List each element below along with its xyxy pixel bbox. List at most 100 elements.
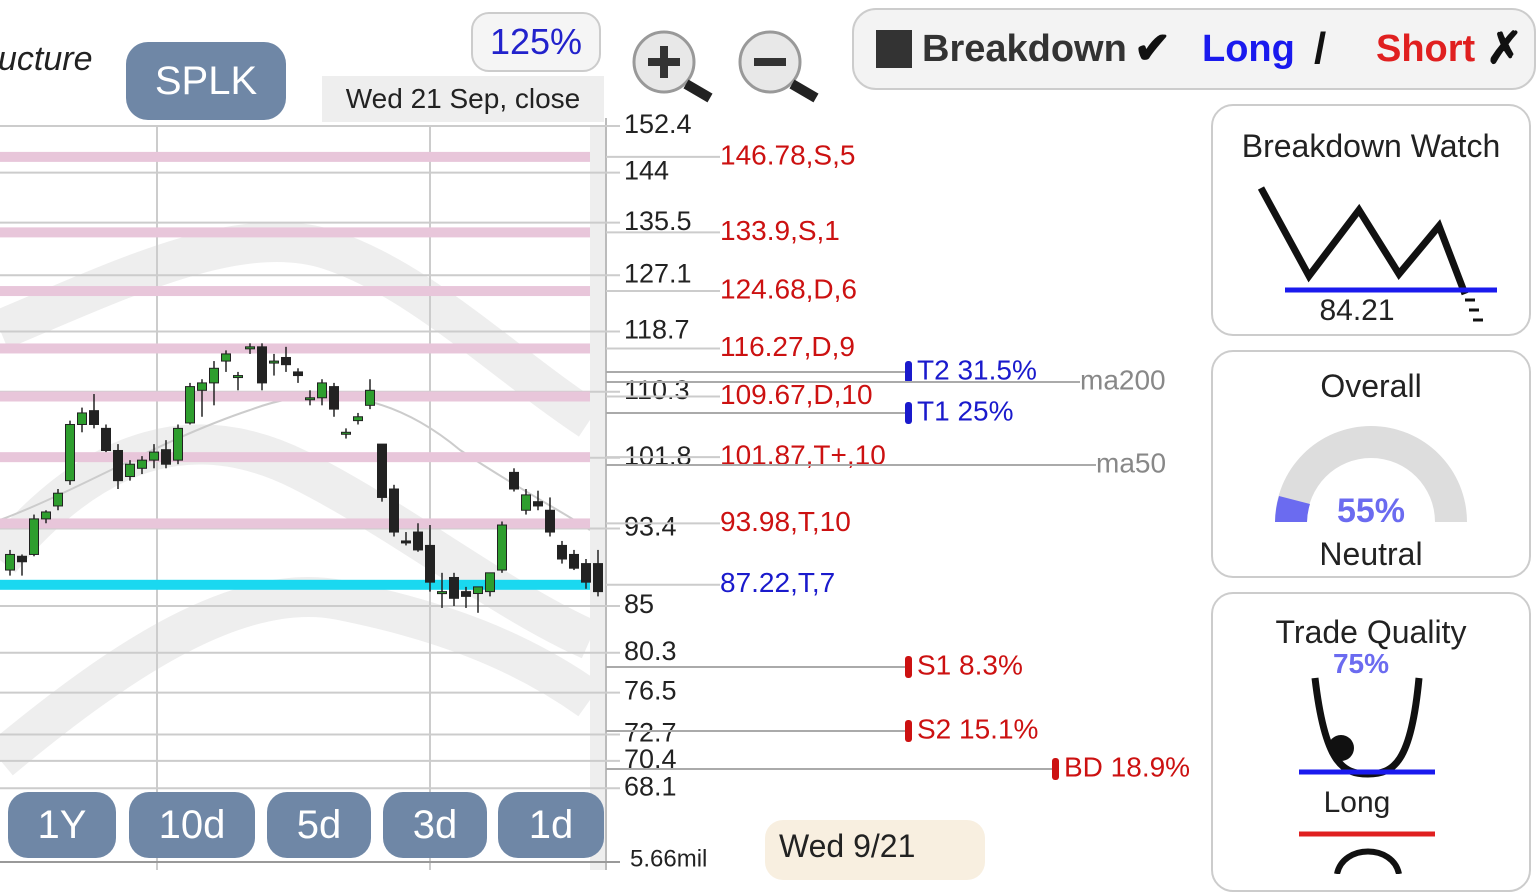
candle-body [569,553,579,569]
menu-icon[interactable] [876,30,912,68]
candle-body [509,471,519,490]
zoom-out[interactable] [738,30,819,103]
candle-body [161,449,171,465]
candle-body [65,423,75,482]
candle-body [257,346,267,384]
panel-title: Overall [1320,368,1422,404]
zoom-in[interactable] [632,30,713,103]
overall-panel[interactable]: Overall 55% Neutral [1211,350,1531,578]
overall-score: 55% [1336,492,1406,530]
candle-body [485,572,495,593]
candle-body [17,555,27,563]
candle-body [581,563,591,583]
candle-body [281,356,291,366]
page: 152.4 144 135.5 127.1 118.7 110.3 101.8 93.4 85 8… [0,8,1536,892]
breakdown-watch-panel[interactable]: Breakdown Watch 84.21 [1211,104,1531,336]
candle-body [197,382,207,391]
target-label: T1 25% [917,395,1014,426]
y-tick-label: 101.8 [624,441,692,471]
panel-title: Trade Quality [1275,614,1467,650]
candle-body [329,386,339,410]
range-button[interactable]: 1d [498,792,604,858]
band [0,222,602,437]
candle-body [5,553,15,571]
y-tick-label: 127.1 [624,258,692,288]
candle-body [425,544,435,583]
x-icon: ✗ [1486,24,1523,73]
target-marker [1052,758,1059,780]
candle-body [233,375,243,379]
range-button[interactable]: 3d [383,792,487,858]
slash-icon: / [1314,24,1327,73]
range-button[interactable]: 10d [129,792,255,858]
long-toggle[interactable]: Long [1202,28,1295,70]
candle-body [53,492,63,507]
level-label: 87.22,T,7 [720,567,835,598]
y-tick-label: 152.4 [624,109,692,139]
candle-body [593,563,603,593]
candle-body [89,410,99,425]
target-marker [905,361,912,383]
level-label: 146.78,S,5 [720,139,855,170]
target-label: S2 15.1% [917,713,1038,744]
trade-quality-score: 75% [1332,648,1390,679]
y-tick-label: 76.5 [624,676,677,706]
candle-body [401,540,411,544]
candle-body [173,427,183,461]
candle-body [269,360,279,364]
candle-body [77,412,87,425]
y-tick-label: 72.7 [624,718,677,748]
target-label: T2 31.5% [917,354,1037,385]
candle-body [533,501,543,507]
range-button[interactable]: 5d [267,792,371,858]
y-tick-label: 144 [624,156,669,186]
level-label: 109.67,D,10 [720,379,873,410]
candle-body [365,389,375,406]
date-label: Wed 21 Sep, close [322,76,604,122]
volume-label: 5.66mil [630,845,707,870]
candle-body [353,416,363,422]
price-chart: 152.4 144 135.5 127.1 118.7 110.3 101.8 93.4 85 8… [0,109,1190,870]
candle-body [521,494,531,511]
toolbar: Breakdown ✔ Long / Short ✗ [852,8,1536,90]
zoom-level[interactable]: 125% [471,12,601,72]
y-tick-label: 80.3 [624,636,677,666]
pattern-icon [1257,186,1497,322]
y-tick-label: 85 [624,589,654,619]
candle-body [437,591,447,595]
candle-body [185,386,195,424]
ma-label: ma50 [1096,447,1166,478]
symbol-button[interactable]: SPLK [126,42,286,120]
background-bands [0,222,602,776]
target-label: BD 18.9% [1064,751,1190,782]
breakdown-toggle[interactable]: Breakdown [922,28,1127,70]
candle-body [221,353,231,362]
candle-body [149,451,159,461]
candle-body [461,591,471,597]
range-button[interactable]: 1Y [8,792,116,858]
candle-body [413,531,423,551]
candle-body [245,346,255,350]
level-band [0,452,590,463]
ma-label: ma200 [1080,364,1166,395]
check-icon: ✔ [1134,24,1171,73]
candle-body [377,443,387,498]
level-label: 133.9,S,1 [720,215,840,246]
target-marker [905,402,912,424]
candle-body [473,586,483,595]
short-toggle[interactable]: Short [1376,28,1476,70]
level-band [0,518,590,529]
y-tick-label: 118.7 [624,315,690,345]
scroll-strip [590,126,606,870]
candle-body [389,488,399,533]
y-tick-label: 110.3 [624,375,690,405]
band [0,424,599,659]
candle-body [41,511,51,520]
candle-body [137,459,147,469]
level-band [0,579,590,590]
candle-body [317,382,327,399]
level-label: 116.27,D,9 [720,331,855,362]
target-label: S1 8.3% [917,649,1023,680]
title-fragment: ucture [0,40,93,78]
trade-quality-panel[interactable]: Trade Quality 75% Long [1211,592,1531,892]
